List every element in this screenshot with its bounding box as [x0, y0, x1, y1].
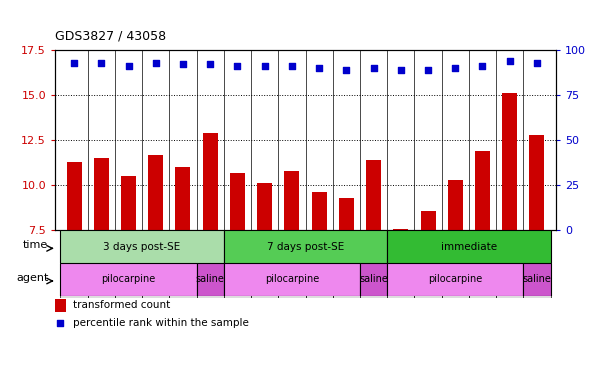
Point [532, 60, 542, 66]
Text: GSM367548: GSM367548 [451, 232, 459, 279]
Text: saline: saline [522, 274, 551, 285]
Text: 7 days post-SE: 7 days post-SE [267, 242, 344, 252]
Text: time: time [23, 240, 48, 250]
Bar [387, 230, 551, 263]
Text: GSM367536: GSM367536 [233, 232, 242, 279]
Bar [448, 180, 463, 230]
Bar [60, 230, 224, 263]
Point [97, 60, 106, 66]
Bar [530, 135, 544, 230]
Point [423, 67, 433, 73]
Text: pilocarpine: pilocarpine [265, 274, 319, 285]
Point [314, 65, 324, 71]
Bar [393, 228, 408, 230]
Text: pilocarpine: pilocarpine [428, 274, 483, 285]
Text: GSM367534: GSM367534 [178, 232, 188, 279]
Bar [414, 230, 442, 298]
Bar [203, 133, 218, 230]
Point [505, 58, 514, 64]
Bar [278, 230, 306, 298]
Text: GSM367721: GSM367721 [532, 232, 541, 279]
Text: GSM367551: GSM367551 [505, 232, 514, 279]
Bar [360, 230, 387, 298]
Bar [366, 160, 381, 230]
Text: GSM367549: GSM367549 [478, 232, 487, 279]
Text: GSM367532: GSM367532 [152, 232, 160, 279]
Text: percentile rank within the sample: percentile rank within the sample [73, 318, 249, 328]
Bar [224, 230, 251, 298]
Bar [469, 230, 496, 298]
Text: GSM367545: GSM367545 [397, 232, 405, 279]
Text: GSM367528: GSM367528 [97, 232, 106, 279]
Bar [333, 230, 360, 298]
Bar [94, 158, 109, 230]
Point [233, 63, 243, 69]
Bar [339, 198, 354, 230]
Text: saline: saline [359, 274, 388, 285]
Point [368, 65, 378, 71]
Bar [197, 230, 224, 298]
Point [178, 61, 188, 68]
Bar [175, 167, 191, 230]
Bar [142, 230, 169, 298]
Bar [387, 230, 414, 298]
Bar [60, 263, 197, 296]
Text: pilocarpine: pilocarpine [101, 274, 156, 285]
Bar [197, 263, 224, 296]
Bar [224, 230, 387, 263]
Text: GSM367538: GSM367538 [260, 232, 269, 279]
Bar [442, 230, 469, 298]
Bar [169, 230, 197, 298]
Point [123, 63, 133, 69]
Bar [360, 263, 387, 296]
Bar [502, 93, 517, 230]
Bar [148, 155, 163, 230]
Text: 3 days post-SE: 3 days post-SE [103, 242, 181, 252]
Bar [67, 162, 81, 230]
Point [56, 319, 65, 326]
Bar [251, 230, 278, 298]
Bar [306, 230, 333, 298]
Text: agent: agent [16, 273, 48, 283]
Text: GSM367546: GSM367546 [423, 232, 433, 279]
Text: GSM367531: GSM367531 [124, 232, 133, 279]
Bar [524, 230, 551, 298]
Bar [230, 173, 245, 230]
Point [450, 65, 460, 71]
Bar [387, 263, 524, 296]
Text: saline: saline [196, 274, 225, 285]
Bar [312, 192, 327, 230]
Text: GSM367540: GSM367540 [315, 232, 324, 279]
Text: GSM367527: GSM367527 [70, 232, 79, 279]
Bar [87, 230, 115, 298]
Bar [60, 230, 87, 298]
Point [478, 63, 488, 69]
Bar [284, 171, 299, 230]
Point [396, 67, 406, 73]
Text: GSM367539: GSM367539 [287, 232, 296, 279]
Bar [224, 263, 360, 296]
Point [69, 60, 79, 66]
Text: GSM367718: GSM367718 [206, 232, 214, 279]
Text: transformed count: transformed count [73, 300, 170, 310]
Text: immediate: immediate [441, 242, 497, 252]
Bar [475, 151, 490, 230]
Bar [496, 230, 524, 298]
Point [287, 63, 297, 69]
Bar [115, 230, 142, 298]
Text: GSM367719: GSM367719 [369, 232, 378, 279]
Point [260, 63, 269, 69]
Point [342, 67, 351, 73]
Point [151, 60, 161, 66]
Text: GDS3827 / 43058: GDS3827 / 43058 [55, 29, 166, 42]
Bar [257, 184, 272, 230]
Bar [121, 176, 136, 230]
Bar [55, 299, 66, 312]
Bar [420, 210, 436, 230]
Bar [524, 263, 551, 296]
Text: GSM367541: GSM367541 [342, 232, 351, 279]
Point [205, 61, 215, 68]
